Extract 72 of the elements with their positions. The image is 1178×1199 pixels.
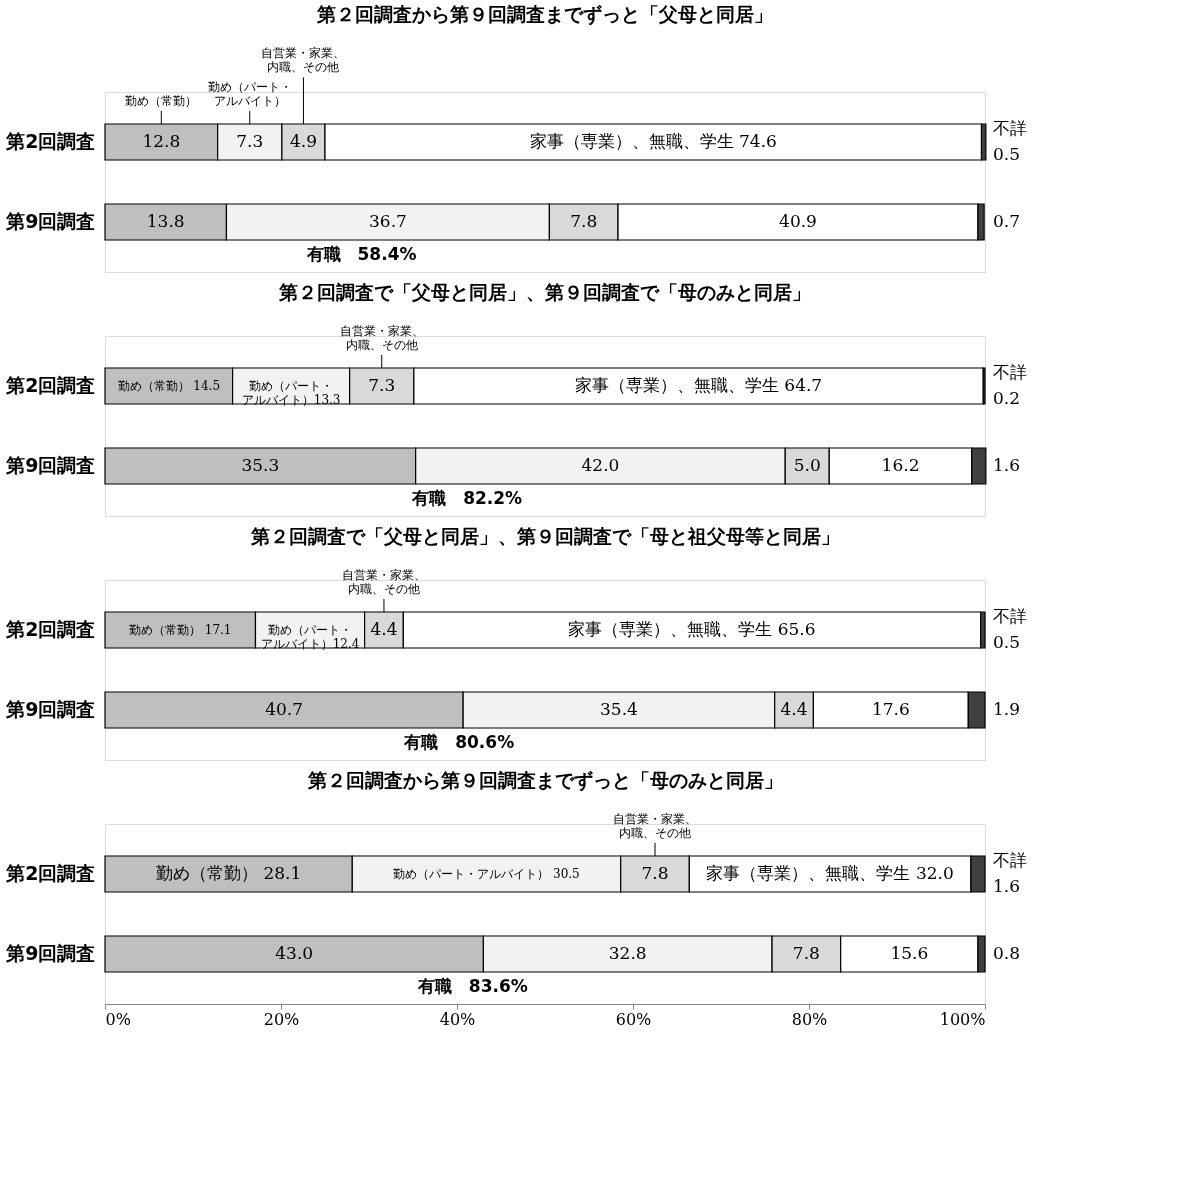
data-label: 13.8 bbox=[146, 211, 185, 231]
series-label: 勤め（常勤） bbox=[125, 94, 198, 108]
data-label: 7.3 bbox=[236, 131, 264, 151]
text: 自営業・家業、内職、その他 bbox=[341, 568, 426, 596]
data-label: 勤め（パート・アルバイト） 30.5 bbox=[393, 867, 580, 881]
data-label: 7.8 bbox=[641, 863, 669, 883]
data-label: 勤め（常勤） 28.1 bbox=[156, 863, 302, 883]
data-label: 勤め（パート・アルバイト）12.4 bbox=[260, 623, 360, 651]
x-tick-label: 20% bbox=[263, 1009, 300, 1029]
data-label: 42.0 bbox=[581, 455, 620, 475]
data-label: 家事（専業）、無職、学生 65.6 bbox=[568, 619, 816, 639]
y-tick-label: 第9回調査 bbox=[5, 454, 96, 476]
chart-title: 第２回調査で「父母と同居」、第９回調査で「母と祖父母等と同居」 bbox=[249, 525, 840, 547]
data-label: 勤め（パート・アルバイト）13.3 bbox=[241, 379, 341, 407]
data-label: 勤め（常勤） 14.5 bbox=[117, 379, 221, 393]
data-label: 7.3 bbox=[368, 375, 396, 395]
chart-title: 第２回調査で「父母と同居」、第９回調査で「母のみと同居」 bbox=[278, 281, 811, 303]
x-tick-label: 0% bbox=[105, 1009, 131, 1029]
x-tick-label: 100% bbox=[939, 1009, 986, 1029]
data-label: 40.9 bbox=[779, 211, 817, 231]
data-label: 40.7 bbox=[265, 699, 304, 719]
annotation: 有職 58.4% bbox=[305, 244, 417, 264]
data-label: 7.8 bbox=[570, 211, 598, 231]
data-label: 1.9 bbox=[993, 699, 1021, 719]
data-label: 16.2 bbox=[881, 455, 920, 475]
data-label: 32.8 bbox=[608, 943, 647, 963]
chart-title: 第２回調査から第９回調査までずっと「母のみと同居」 bbox=[306, 769, 783, 792]
data-label: 35.3 bbox=[241, 455, 280, 475]
annotation: 有職 80.6% bbox=[403, 732, 515, 752]
data-label: 17.6 bbox=[871, 699, 910, 719]
annotation: 有職 82.2% bbox=[411, 488, 523, 508]
data-label: 勤め（常勤） 17.1 bbox=[128, 623, 232, 637]
x-tick-label: 80% bbox=[791, 1009, 828, 1029]
series-label: 不詳 bbox=[993, 362, 1027, 382]
series-label: 自営業・家業、内職、その他 bbox=[613, 812, 697, 840]
data-label: 家事（専業）、無職、学生 74.6 bbox=[529, 131, 777, 151]
x-tick-label: 60% bbox=[615, 1009, 652, 1029]
series-label: 自営業・家業、内職、その他 bbox=[339, 324, 424, 352]
data-label: 1.6 bbox=[993, 455, 1021, 475]
data-label: 12.8 bbox=[142, 131, 181, 151]
data-label: 36.7 bbox=[368, 211, 407, 231]
data-label: 0.5 bbox=[993, 144, 1021, 164]
data-label: 15.6 bbox=[890, 943, 929, 963]
data-label: 0.7 bbox=[993, 211, 1021, 231]
data-label: 0.8 bbox=[993, 943, 1021, 963]
data-label: 家事（専業）、無職、学生 64.7 bbox=[574, 375, 823, 395]
y-tick-label: 第2回調査 bbox=[5, 130, 96, 152]
data-label: 5.0 bbox=[793, 455, 821, 475]
data-label: 4.9 bbox=[289, 131, 317, 151]
annotation: 有職 83.6% bbox=[416, 976, 528, 996]
y-tick-label: 第9回調査 bbox=[5, 942, 96, 964]
series-label: 不詳 bbox=[993, 606, 1027, 626]
data-label: 0.5 bbox=[993, 632, 1021, 652]
data-label: 1.6 bbox=[993, 876, 1021, 896]
series-label: 不詳 bbox=[993, 850, 1027, 870]
data-label: 家事（専業）、無職、学生 32.0 bbox=[706, 863, 954, 883]
y-tick-label: 第2回調査 bbox=[5, 374, 96, 396]
data-label: 35.4 bbox=[599, 699, 638, 719]
series-label: 勤め（パート・アルバイト） bbox=[207, 80, 292, 108]
y-tick-label: 第2回調査 bbox=[5, 618, 96, 640]
series-label: 不詳 bbox=[993, 118, 1027, 138]
text: 自営業・家業、内職、その他 bbox=[261, 46, 346, 75]
data-label: 4.4 bbox=[780, 699, 808, 719]
data-label: 4.4 bbox=[370, 619, 398, 639]
data-label: 7.8 bbox=[792, 943, 820, 963]
x-tick-label: 40% bbox=[439, 1009, 476, 1029]
y-tick-label: 第9回調査 bbox=[5, 210, 96, 232]
chart-title: 第２回調査から第９回調査までずっと「父母と同居」 bbox=[316, 3, 773, 27]
data-label: 43.0 bbox=[275, 943, 314, 963]
data-label: 0.2 bbox=[993, 388, 1021, 408]
y-tick-label: 第2回調査 bbox=[5, 862, 96, 884]
y-tick-label: 第9回調査 bbox=[5, 698, 96, 720]
